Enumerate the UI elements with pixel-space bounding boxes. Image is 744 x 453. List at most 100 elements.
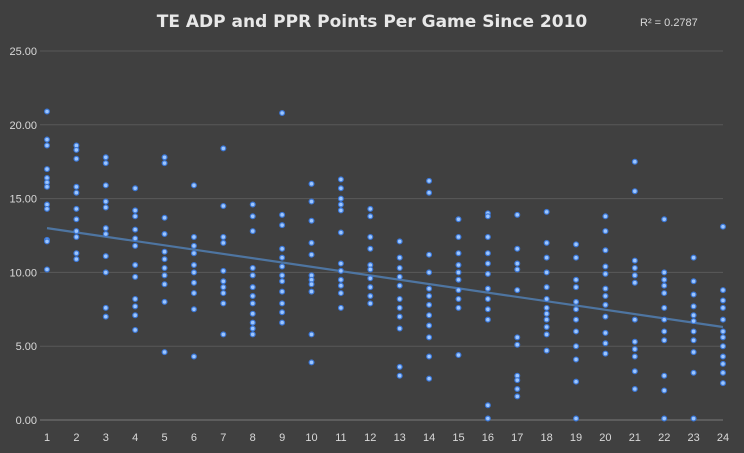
data-point — [455, 233, 462, 240]
data-point — [190, 290, 197, 297]
data-point — [337, 260, 344, 267]
data-point — [631, 386, 638, 393]
data-point — [543, 304, 550, 311]
data-point — [631, 158, 638, 165]
data-point — [602, 329, 609, 336]
x-tick-label: 4 — [132, 432, 138, 444]
data-point — [161, 281, 168, 288]
data-point — [161, 256, 168, 263]
data-point — [426, 312, 433, 319]
data-point — [279, 319, 286, 326]
data-point — [543, 254, 550, 261]
data-point — [690, 278, 697, 285]
data-point — [543, 208, 550, 215]
data-points — [43, 108, 726, 422]
data-point — [308, 198, 315, 205]
data-point — [337, 201, 344, 208]
x-tick-label: 20 — [599, 432, 611, 444]
data-point — [455, 287, 462, 294]
data-point — [543, 284, 550, 291]
data-point — [514, 334, 521, 341]
data-point — [190, 353, 197, 360]
x-tick-label: 15 — [452, 432, 464, 444]
data-point — [514, 386, 521, 393]
data-point — [337, 176, 344, 183]
data-point — [573, 298, 580, 305]
data-point — [514, 260, 521, 267]
data-point — [43, 183, 50, 190]
data-point — [631, 188, 638, 195]
data-point — [102, 231, 109, 238]
data-point — [249, 228, 256, 235]
data-point — [220, 233, 227, 240]
data-point — [661, 387, 668, 394]
data-point — [43, 108, 50, 115]
data-point — [484, 250, 491, 257]
data-point — [426, 177, 433, 184]
data-point — [573, 276, 580, 283]
data-point — [279, 309, 286, 316]
x-tick-label: 5 — [162, 432, 168, 444]
data-point — [455, 304, 462, 311]
data-point — [396, 264, 403, 271]
data-point — [396, 363, 403, 370]
data-point — [367, 213, 374, 220]
data-point — [337, 195, 344, 202]
data-point — [102, 225, 109, 232]
data-point — [190, 262, 197, 269]
data-point — [279, 211, 286, 218]
data-point — [719, 334, 726, 341]
x-tick-label: 7 — [220, 432, 226, 444]
data-point — [396, 254, 403, 261]
data-point — [190, 306, 197, 313]
data-point — [602, 285, 609, 292]
data-point — [396, 325, 403, 332]
data-point — [190, 269, 197, 276]
data-point — [602, 270, 609, 277]
data-point — [426, 269, 433, 276]
data-point — [631, 264, 638, 271]
data-point — [308, 288, 315, 295]
data-point — [396, 295, 403, 302]
data-point — [661, 282, 668, 289]
data-point — [190, 242, 197, 249]
data-point — [367, 275, 374, 282]
data-point — [161, 231, 168, 238]
data-point — [484, 285, 491, 292]
data-point — [102, 182, 109, 189]
data-point — [249, 284, 256, 291]
data-point — [426, 251, 433, 258]
y-tick-label: 0.00 — [16, 415, 37, 427]
x-tick-label: 3 — [103, 432, 109, 444]
data-point — [220, 284, 227, 291]
data-point — [249, 319, 256, 326]
data-point — [573, 306, 580, 313]
data-point — [719, 380, 726, 387]
data-point — [719, 353, 726, 360]
data-point — [426, 375, 433, 382]
data-point — [249, 331, 256, 338]
data-point — [543, 331, 550, 338]
data-point — [337, 229, 344, 236]
data-point — [602, 313, 609, 320]
data-point — [279, 245, 286, 252]
data-point — [631, 272, 638, 279]
data-point — [514, 393, 521, 400]
data-point — [102, 204, 109, 211]
data-point — [573, 378, 580, 385]
data-point — [455, 269, 462, 276]
x-tick-label: 17 — [511, 432, 523, 444]
data-point — [690, 254, 697, 261]
trendline-group — [46, 227, 724, 329]
data-point — [543, 316, 550, 323]
data-point — [543, 239, 550, 246]
data-point — [514, 211, 521, 218]
data-point — [337, 304, 344, 311]
data-point — [249, 201, 256, 208]
data-point — [190, 250, 197, 257]
data-point — [337, 276, 344, 283]
data-point — [73, 250, 80, 257]
data-point — [573, 284, 580, 291]
